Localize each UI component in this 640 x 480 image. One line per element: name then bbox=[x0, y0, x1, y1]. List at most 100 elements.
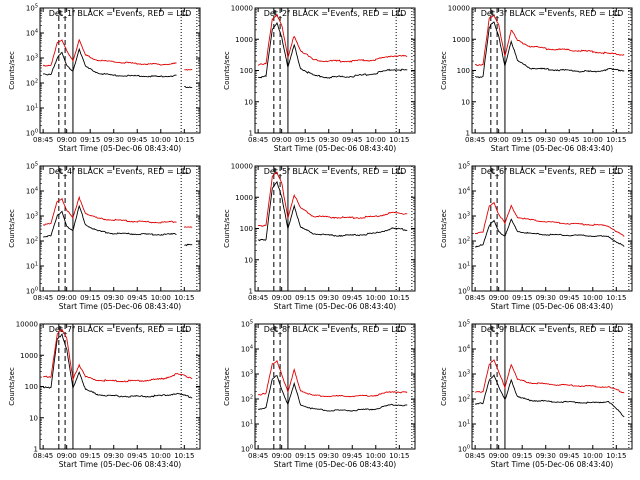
lld-series-line bbox=[258, 171, 408, 227]
panel-det-8: Det_8f BLACK = Events, RED = LLD 100 101 10… bbox=[223, 320, 416, 469]
x-tick-label: 10:00 bbox=[366, 452, 386, 460]
x-tick-label: 10:00 bbox=[583, 136, 603, 144]
y-tick-label: 105 bbox=[241, 320, 253, 329]
marker-bracket bbox=[614, 326, 621, 332]
x-tick-label: 09:45 bbox=[559, 294, 579, 302]
panel-title: Det_5f BLACK = Events, RED = LLD bbox=[264, 167, 407, 176]
y-tick-label: 102 bbox=[26, 79, 38, 88]
x-tick-label: 09:30 bbox=[536, 452, 556, 460]
y-tick-label: 10000 bbox=[448, 5, 470, 13]
events-series-line bbox=[257, 180, 408, 242]
y-tick-label: 10 bbox=[244, 98, 253, 106]
x-tick-label: 09:30 bbox=[319, 294, 339, 302]
panel-title: Det_9f BLACK = Events, RED = LLD bbox=[481, 325, 624, 334]
panel-title: Det_6f BLACK = Events, RED = LLD bbox=[481, 167, 624, 176]
panel-det-9: Det_9f BLACK = Events, RED = LLD 100 101 10… bbox=[440, 320, 633, 469]
x-tick-label: 08:45 bbox=[248, 136, 268, 144]
x-tick-label: 10:15 bbox=[174, 452, 194, 460]
x-axis-label: Start Time (05-Dec-06 08:43:40) bbox=[491, 302, 613, 311]
panel-title: Det_1f BLACK = Events, RED = LLD bbox=[49, 9, 192, 18]
marker-bracket bbox=[274, 326, 278, 332]
y-tick-label: 100 bbox=[457, 67, 470, 75]
x-tick-label: 10:15 bbox=[606, 452, 626, 460]
x-tick-label: 08:45 bbox=[248, 452, 268, 460]
marker-bracket bbox=[614, 168, 621, 174]
events-series-line bbox=[474, 21, 625, 79]
x-tick-label: 09:45 bbox=[559, 136, 579, 144]
y-tick-label: 1000 bbox=[452, 36, 470, 44]
lld-series-line bbox=[43, 328, 193, 383]
x-tick-label: 08:45 bbox=[465, 452, 485, 460]
y-tick-label: 104 bbox=[458, 345, 470, 354]
x-tick-label: 09:30 bbox=[104, 294, 124, 302]
x-tick-label: 10:00 bbox=[366, 294, 386, 302]
y-tick-label: 1 bbox=[249, 130, 253, 138]
x-axis-label: Start Time (05-Dec-06 08:43:40) bbox=[491, 144, 613, 153]
x-tick-label: 09:45 bbox=[342, 294, 362, 302]
y-tick-label: 105 bbox=[26, 4, 38, 13]
marker-bracket bbox=[397, 168, 404, 174]
lld-series-line bbox=[257, 359, 408, 398]
lld-series-line bbox=[474, 15, 625, 66]
y-tick-label: 105 bbox=[458, 320, 470, 329]
y-tick-label: 1000 bbox=[20, 352, 38, 360]
events-series-line bbox=[474, 218, 625, 248]
panel-title: Det_4f BLACK = Events, RED = LLD bbox=[49, 167, 192, 176]
y-tick-label: 10000 bbox=[16, 321, 38, 329]
events-series-line bbox=[257, 21, 408, 79]
x-tick-label: 10:15 bbox=[174, 294, 194, 302]
panel-det-2: Det_2f BLACK = Events, RED = LLD 1 10 100 10… bbox=[223, 5, 416, 153]
x-tick-label: 08:45 bbox=[33, 136, 53, 144]
x-tick-label: 09:00 bbox=[272, 136, 292, 144]
y-tick-label: 100 bbox=[458, 287, 470, 296]
y-tick-label: 10 bbox=[29, 414, 38, 422]
plot-frame bbox=[471, 165, 633, 292]
x-tick-label: 09:30 bbox=[319, 136, 339, 144]
x-tick-label: 09:00 bbox=[489, 136, 509, 144]
x-tick-label: 09:15 bbox=[80, 136, 100, 144]
panel-det-4: Det_4f BLACK = Events, RED = LLD 100 101 10… bbox=[8, 162, 201, 311]
panel-title: Det_3f BLACK = Events, RED = LLD bbox=[481, 9, 624, 18]
marker-bracket bbox=[491, 10, 495, 16]
x-tick-label: 10:15 bbox=[606, 136, 626, 144]
y-axis-label: Counts/sec bbox=[223, 51, 231, 90]
x-tick-label: 09:45 bbox=[559, 452, 579, 460]
y-tick-label: 100 bbox=[240, 225, 253, 233]
y-tick-label: 1 bbox=[249, 288, 253, 296]
y-tick-label: 102 bbox=[241, 395, 253, 404]
x-tick-label: 09:45 bbox=[127, 136, 147, 144]
x-tick-label: 10:00 bbox=[366, 136, 386, 144]
x-tick-label: 10:15 bbox=[389, 294, 409, 302]
lld-series-line bbox=[42, 195, 193, 228]
x-tick-label: 09:00 bbox=[272, 452, 292, 460]
marker-bracket bbox=[614, 10, 621, 16]
panel-det-3: Det_3f BLACK = Events, RED = LLD 1 10 100 10… bbox=[440, 5, 633, 153]
x-tick-label: 10:15 bbox=[389, 136, 409, 144]
events-series-line bbox=[42, 333, 193, 399]
y-axis-label: Counts/sec bbox=[223, 367, 231, 406]
x-tick-label: 09:15 bbox=[295, 452, 315, 460]
y-tick-label: 102 bbox=[26, 237, 38, 246]
x-tick-label: 09:30 bbox=[536, 294, 556, 302]
y-tick-label: 101 bbox=[241, 420, 253, 429]
x-tick-label: 09:00 bbox=[489, 294, 509, 302]
x-tick-label: 10:00 bbox=[583, 452, 603, 460]
x-tick-label: 09:15 bbox=[80, 452, 100, 460]
x-axis-label: Start Time (05-Dec-06 08:43:40) bbox=[59, 144, 181, 153]
x-tick-label: 08:45 bbox=[33, 452, 53, 460]
events-series-line bbox=[43, 204, 193, 247]
y-tick-label: 1000 bbox=[235, 194, 253, 202]
y-tick-label: 1 bbox=[466, 130, 470, 138]
panel-title: Det_2f BLACK = Events, RED = LLD bbox=[264, 9, 407, 18]
panel-det-6: Det_6f BLACK = Events, RED = LLD 100 101 10… bbox=[440, 162, 633, 311]
x-tick-label: 10:00 bbox=[151, 294, 171, 302]
y-tick-label: 100 bbox=[26, 287, 38, 296]
y-tick-label: 102 bbox=[458, 237, 470, 246]
marker-bracket bbox=[182, 326, 189, 332]
y-tick-label: 10000 bbox=[231, 163, 253, 171]
y-tick-label: 100 bbox=[26, 129, 38, 138]
x-tick-label: 10:00 bbox=[151, 136, 171, 144]
x-tick-label: 09:45 bbox=[127, 294, 147, 302]
x-tick-label: 10:15 bbox=[174, 136, 194, 144]
y-tick-label: 102 bbox=[458, 395, 470, 404]
